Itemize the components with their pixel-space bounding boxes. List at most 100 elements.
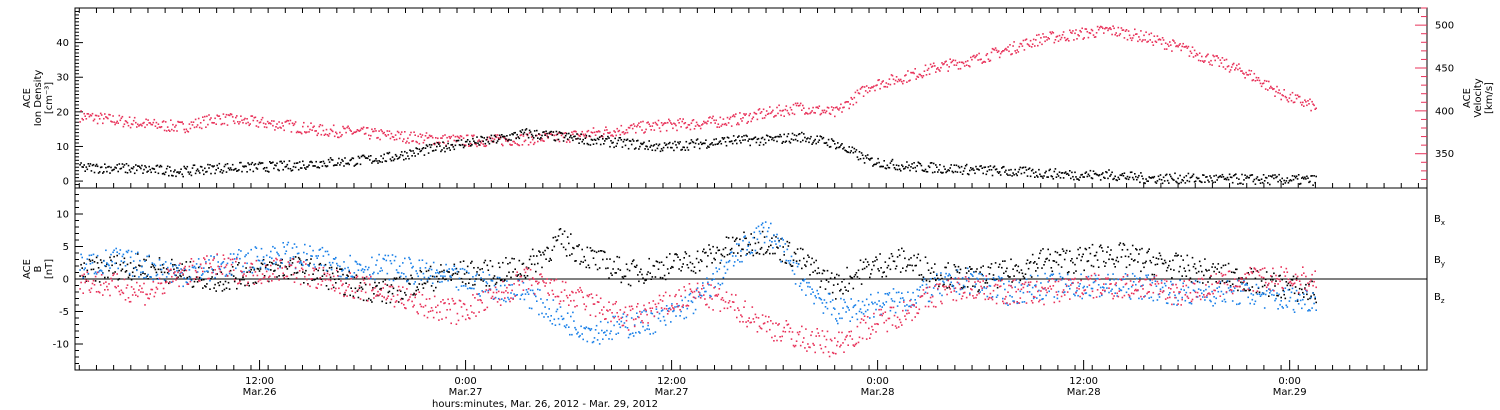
velocity-series-point <box>645 128 647 131</box>
series-by-point <box>699 294 702 297</box>
series-bx-point <box>410 274 412 277</box>
velocity-series-point <box>153 118 156 121</box>
velocity-series-point <box>290 131 293 133</box>
density-series-point <box>1240 182 1242 185</box>
velocity-series-point <box>732 114 735 116</box>
series-by-point <box>154 264 157 267</box>
series-by-point <box>1269 292 1271 294</box>
series-bx-point <box>215 290 217 292</box>
series-by-point <box>1268 288 1270 290</box>
series-bx-point <box>471 260 473 263</box>
series-bx-point <box>1110 249 1112 251</box>
series-bx-point <box>152 265 155 267</box>
density-series-point <box>151 167 154 170</box>
density-series-point <box>629 140 632 142</box>
series-bx-point <box>335 282 337 284</box>
series-by-point <box>939 292 941 295</box>
velocity-series-point <box>1063 36 1066 39</box>
series-bx-point <box>716 246 718 249</box>
velocity-series-point <box>610 134 612 137</box>
density-series-point <box>606 138 608 140</box>
velocity-series-point <box>1242 72 1244 74</box>
series-bx-point <box>689 261 692 264</box>
density-series-point <box>456 139 459 142</box>
series-by-point <box>1066 273 1069 276</box>
series-by-point <box>564 326 567 329</box>
density-series-point <box>1255 177 1258 180</box>
series-by-point <box>104 265 106 267</box>
series-by-point <box>1098 295 1101 298</box>
series-bx-point <box>811 257 813 260</box>
velocity-series-point <box>235 116 237 119</box>
series-by-point <box>355 261 358 263</box>
series-by-point <box>889 309 892 312</box>
density-series-point <box>422 147 425 149</box>
velocity-series-point <box>516 143 518 145</box>
series-by-point <box>109 267 111 269</box>
velocity-series-point <box>1128 34 1131 37</box>
density-series-point <box>406 152 408 154</box>
velocity-series-point <box>314 130 316 132</box>
velocity-series-point <box>204 115 206 118</box>
density-series-point <box>426 145 429 148</box>
velocity-series-point <box>712 115 714 118</box>
velocity-series-point <box>688 124 691 126</box>
series-by-point <box>813 302 815 305</box>
series-bx-point <box>128 274 131 276</box>
velocity-series-point <box>298 131 301 133</box>
velocity-series-point <box>189 127 192 130</box>
series-bx-point <box>158 257 161 259</box>
series-bx-point <box>256 267 259 270</box>
velocity-series-point <box>1294 94 1297 96</box>
series-bx-point <box>1273 272 1275 275</box>
series-bx-point <box>695 257 698 260</box>
velocity-series-point <box>143 121 145 124</box>
density-series-point <box>454 144 457 147</box>
series-by-point <box>1184 299 1187 302</box>
series-bx-point <box>611 274 613 276</box>
series-bx-point <box>1003 272 1005 274</box>
series-bx-point <box>818 272 821 274</box>
density-series-point <box>1149 177 1151 179</box>
density-series-point <box>484 142 487 145</box>
density-series-point <box>1035 171 1037 173</box>
velocity-series-point <box>222 113 225 115</box>
series-bx-point <box>1179 265 1181 268</box>
series-by-point <box>183 277 185 279</box>
density-series-point <box>1109 175 1111 177</box>
series-by-point <box>1114 292 1116 294</box>
density-series-point <box>989 165 992 167</box>
density-series-point <box>438 143 440 145</box>
series-bx-point <box>333 278 336 281</box>
series-bx-point <box>245 267 247 269</box>
series-by-point <box>1229 286 1232 288</box>
density-series-point <box>144 165 146 167</box>
series-by-point <box>754 249 757 252</box>
velocity-series-point <box>564 132 567 134</box>
density-series-point <box>363 155 366 158</box>
density-series-point <box>745 134 747 137</box>
series-by-point <box>885 301 888 303</box>
series-bx-point <box>655 260 658 262</box>
density-series-point <box>143 168 145 171</box>
series-by-point <box>1276 292 1278 294</box>
velocity-series-point <box>407 137 409 140</box>
velocity-series-point <box>659 130 662 133</box>
density-series-point <box>392 159 395 162</box>
density-series-point <box>493 134 496 137</box>
density-series-point <box>276 162 278 165</box>
series-by-point <box>458 277 461 280</box>
series-bx-point <box>843 278 845 281</box>
density-series-point <box>1253 178 1256 181</box>
velocity-series-point <box>238 123 240 125</box>
series-bx-point <box>360 286 363 289</box>
velocity-series-point <box>579 135 581 138</box>
density-series-point <box>358 157 361 159</box>
density-series-point <box>1147 180 1149 182</box>
series-bx-point <box>1055 261 1058 264</box>
series-by-point <box>1080 273 1082 276</box>
series-by-point <box>1240 290 1242 292</box>
series-by-point <box>158 259 161 261</box>
series-bx-point <box>246 271 248 273</box>
density-series-point <box>527 136 530 139</box>
